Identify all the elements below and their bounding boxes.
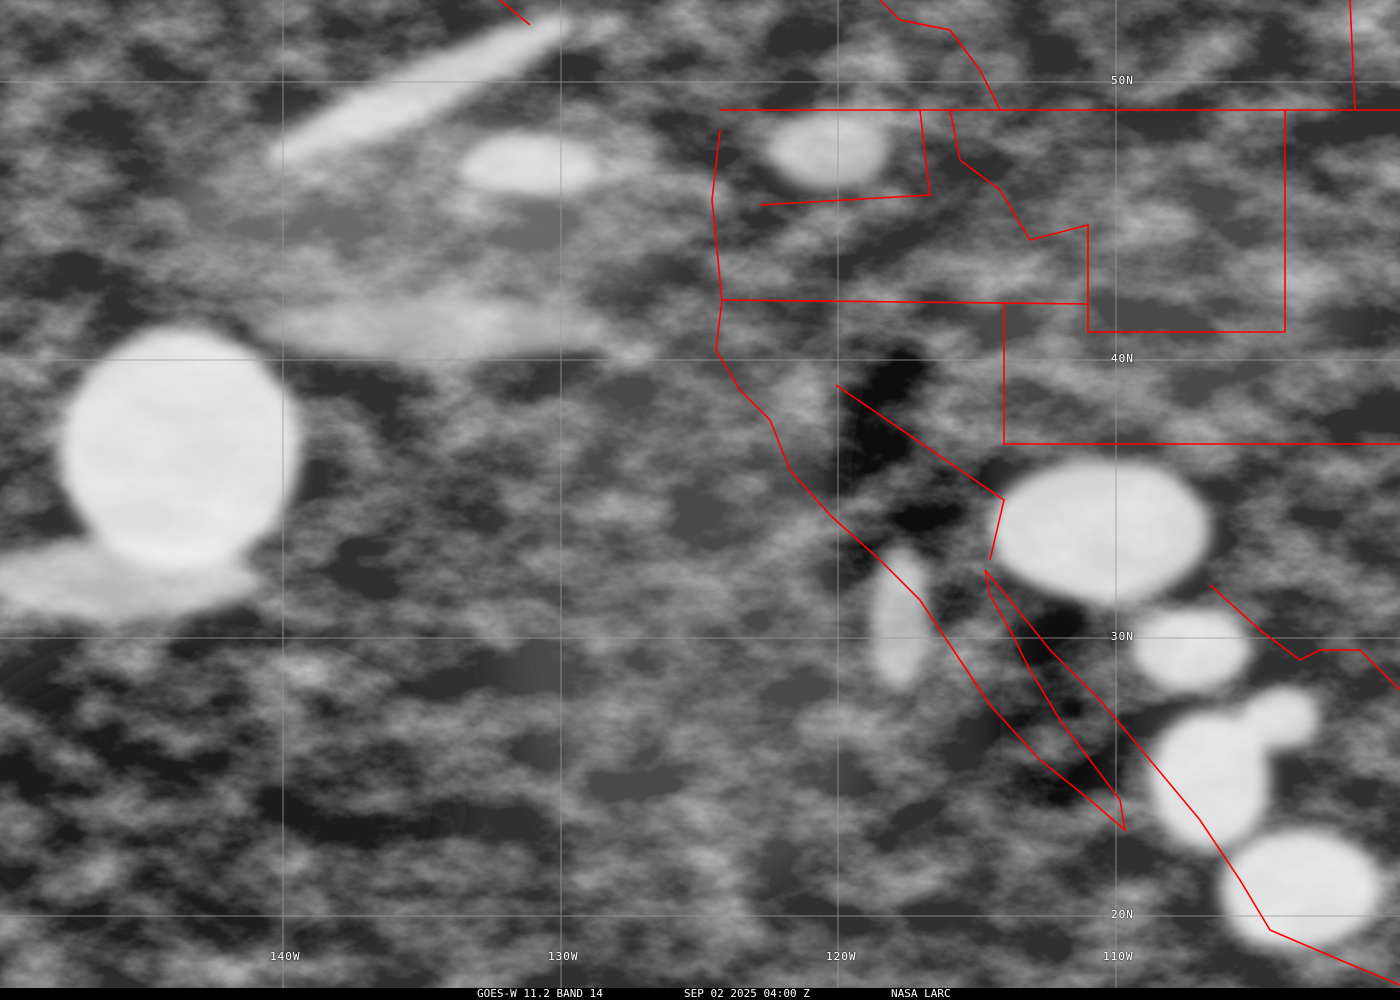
lon-label-130w: 130W bbox=[548, 950, 579, 963]
lon-label-140w: 140W bbox=[270, 950, 301, 963]
political-boundaries bbox=[499, 0, 1400, 986]
caption-product: GOES-W 11.2 BAND 14 bbox=[477, 987, 603, 1000]
cloud-masses bbox=[0, 14, 1380, 950]
caption-source: NASA LARC bbox=[891, 987, 951, 1000]
lon-label-110w: 110W bbox=[1103, 950, 1134, 963]
lat-label-50n: 50N bbox=[1111, 74, 1134, 87]
lat-label-30n: 30N bbox=[1111, 630, 1134, 643]
lat-label-20n: 20N bbox=[1111, 908, 1134, 921]
caption-datetime: SEP 02 2025 04:00 Z bbox=[684, 987, 810, 1000]
lon-label-120w: 120W bbox=[826, 950, 857, 963]
image-caption-bar: GOES-W 11.2 BAND 14 SEP 02 2025 04:00 Z … bbox=[0, 988, 1400, 1000]
lat-label-40n: 40N bbox=[1111, 352, 1134, 365]
